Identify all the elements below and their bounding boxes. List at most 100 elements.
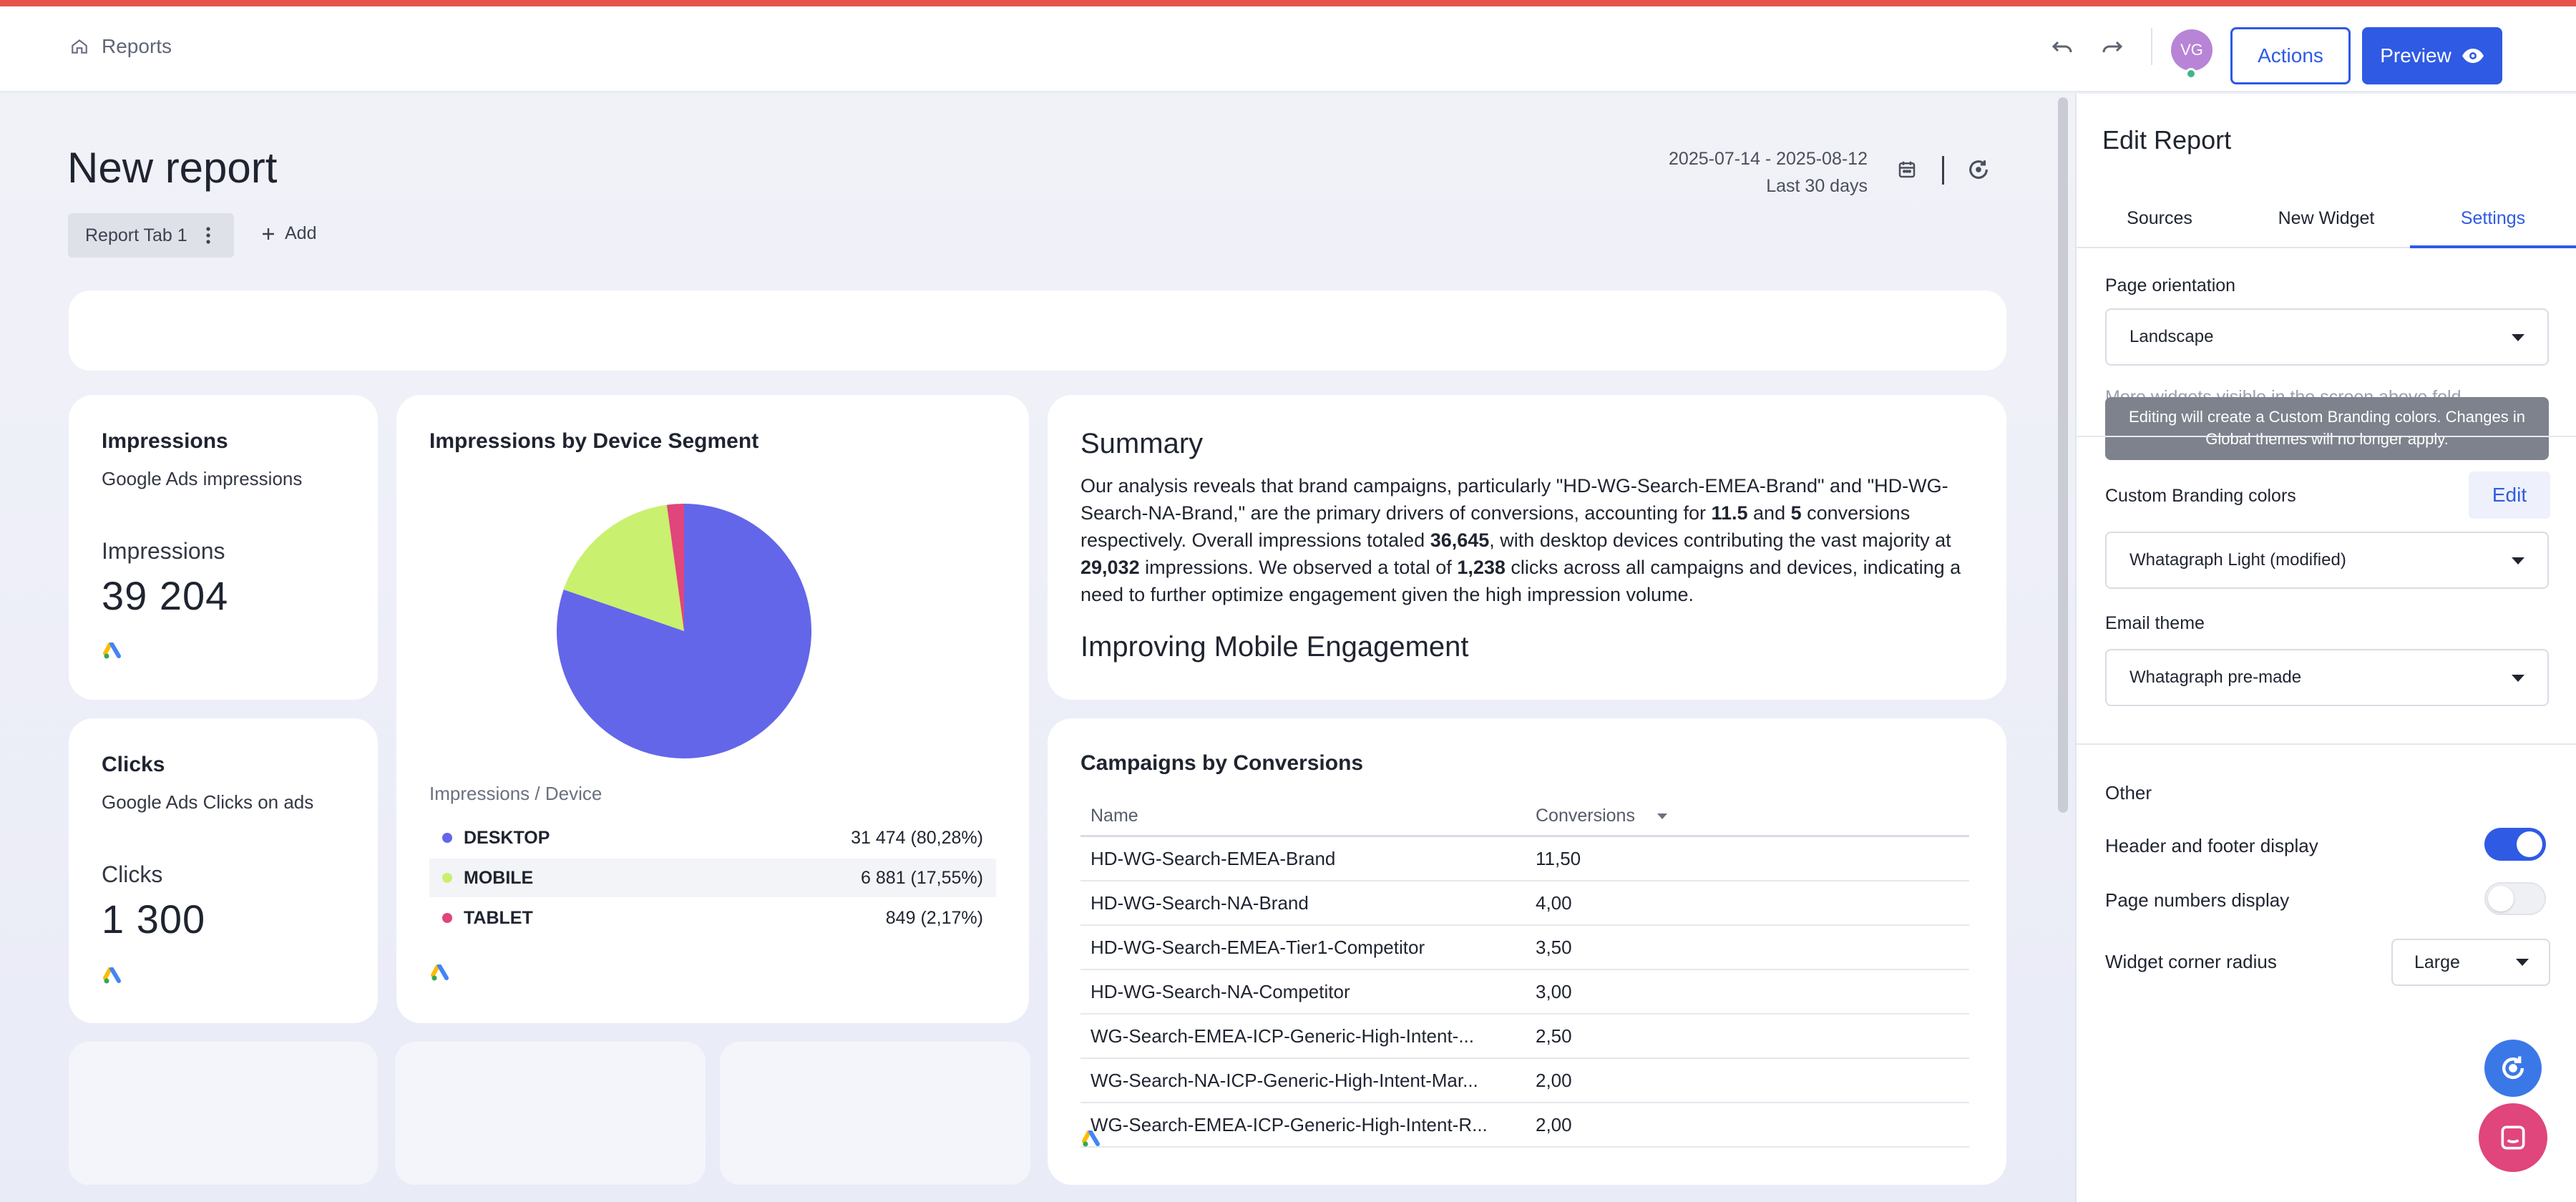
page-orientation-label: Page orientation — [2105, 275, 2236, 295]
undo-icon[interactable] — [2051, 38, 2075, 58]
edit-branding-button[interactable]: Edit — [2469, 471, 2550, 519]
canvas-scrollbar[interactable] — [2058, 97, 2068, 813]
header-footer-toggle[interactable] — [2484, 828, 2546, 861]
column-header-name[interactable]: Name — [1091, 806, 1138, 826]
branding-select[interactable]: Whatagraph Light (modified) — [2105, 532, 2549, 589]
chevron-down-icon — [2512, 334, 2524, 341]
date-range[interactable]: 2025-07-14 - 2025-08-12 Last 30 days — [1669, 145, 1868, 200]
date-range-value: 2025-07-14 - 2025-08-12 — [1669, 149, 1868, 169]
page-numbers-label: Page numbers display — [2105, 889, 2290, 911]
table-row[interactable]: HD-WG-Search-NA-Competitor 3,00 — [1080, 970, 1969, 1015]
chevron-down-icon — [2512, 675, 2524, 682]
date-range-preset: Last 30 days — [1766, 176, 1868, 196]
top-accent-strip — [0, 0, 2576, 6]
kpi-label: Impressions — [102, 538, 225, 564]
branding-label: Custom Branding colors — [2105, 486, 2296, 506]
summary-body: Our analysis reveals that brand campaign… — [1080, 475, 1961, 605]
placeholder-widget[interactable] — [720, 1042, 1030, 1185]
tab-report-tab-1[interactable]: Report Tab 1 — [68, 213, 234, 258]
preview-button-label: Preview — [2380, 44, 2451, 67]
google-ads-icon — [103, 642, 123, 663]
legend-dot — [442, 833, 452, 843]
placeholder-widget[interactable] — [395, 1042, 706, 1185]
top-bar: Reports VG Actions Preview — [0, 6, 2576, 92]
table-body[interactable]: HD-WG-Search-EMEA-Brand 11,50 HD-WG-Searc… — [1080, 837, 1969, 1156]
panel-title: Edit Report — [2102, 125, 2232, 155]
legend-value: 6 881 (17,55%) — [861, 867, 983, 888]
chat-icon — [2497, 1122, 2529, 1153]
plus-icon — [260, 226, 276, 242]
pie-slice-mobile[interactable] — [563, 504, 684, 631]
placeholder-widget[interactable] — [69, 1042, 378, 1185]
toolbar-divider — [2151, 28, 2152, 65]
chevron-down-icon — [2512, 557, 2524, 565]
kpi-label: Clicks — [102, 861, 163, 887]
kpi-value: 1 300 — [102, 896, 206, 942]
tab-label: Report Tab 1 — [85, 225, 187, 245]
assistant-button[interactable] — [2484, 1040, 2542, 1097]
summary-heading: Improving Mobile Engagement — [1080, 631, 1469, 663]
kpi-title: Impressions — [102, 429, 228, 453]
redo-icon[interactable] — [2099, 38, 2124, 58]
avatar[interactable]: VG — [2171, 29, 2212, 71]
chevron-down-icon — [2516, 959, 2529, 966]
sort-desc-icon[interactable] — [1657, 813, 1668, 820]
table-row[interactable]: HD-WG-Search-NA-Brand 4,00 — [1080, 881, 1969, 926]
date-divider — [1942, 156, 1944, 185]
legend-row-desktop: DESKTOP 31 474 (80,28%) — [429, 819, 996, 857]
edit-report-panel: Edit Report Sources New Widget Settings … — [2075, 94, 2576, 1202]
add-tab-button[interactable]: Add — [260, 223, 316, 244]
google-ads-icon — [103, 967, 123, 988]
clicks-kpi-widget[interactable]: Clicks Google Ads Clicks on ads Clicks 1… — [69, 718, 378, 1023]
calendar-icon[interactable] — [1896, 159, 1918, 180]
empty-header-widget[interactable] — [69, 290, 2006, 371]
corner-radius-label: Widget corner radius — [2105, 951, 2277, 972]
breadcrumb-reports[interactable]: Reports — [102, 35, 172, 57]
widget-title: Campaigns by Conversions — [1080, 751, 1364, 775]
page-orientation-select[interactable]: Landscape — [2105, 308, 2549, 366]
tab-sources[interactable]: Sources — [2127, 208, 2192, 228]
page-title: New report — [67, 144, 278, 192]
tab-new-widget[interactable]: New Widget — [2278, 208, 2375, 228]
impressions-kpi-widget[interactable]: Impressions Google Ads impressions Impre… — [69, 395, 378, 700]
home-icon — [70, 37, 89, 56]
email-theme-select[interactable]: Whatagraph pre-made — [2105, 649, 2549, 706]
table-header: Name Conversions — [1080, 797, 1969, 837]
tab-settings[interactable]: Settings — [2460, 208, 2526, 228]
legend-value: 31 474 (80,28%) — [851, 827, 983, 848]
widget-title: Impressions by Device Segment — [429, 429, 759, 453]
legend-name: MOBILE — [464, 867, 534, 888]
legend-dot — [442, 873, 452, 883]
kebab-menu-icon[interactable] — [206, 227, 210, 244]
page-numbers-toggle[interactable] — [2484, 882, 2546, 915]
device-segment-widget[interactable]: Impressions by Device Segment Impression… — [396, 395, 1029, 1023]
legend-dot — [442, 913, 452, 923]
summary-title: Summary — [1080, 428, 1204, 459]
table-row[interactable]: HD-WG-Search-EMEA-Brand 11,50 — [1080, 837, 1969, 881]
table-row[interactable]: WG-Search-EMEA-ICP-Generic-High-Intent-R… — [1080, 1103, 1969, 1148]
campaigns-table-widget[interactable]: Campaigns by Conversions Name Conversion… — [1048, 718, 2006, 1185]
legend-row-tablet: TABLET 849 (2,17%) — [429, 899, 996, 937]
active-tab-indicator — [2410, 245, 2576, 248]
pie-slice-tablet[interactable] — [666, 504, 684, 631]
legend-name: DESKTOP — [464, 827, 550, 848]
column-header-conversions[interactable]: Conversions — [1536, 806, 1668, 826]
refresh-icon[interactable] — [1966, 157, 1991, 182]
chat-button[interactable] — [2479, 1103, 2547, 1172]
kpi-subtitle: Google Ads Clicks on ads — [102, 791, 314, 813]
table-row[interactable]: HD-WG-Search-EMEA-Tier1-Competitor 3,50 — [1080, 926, 1969, 970]
tabs-underline — [2077, 247, 2576, 248]
actions-button[interactable]: Actions — [2230, 27, 2351, 84]
table-row[interactable]: WG-Search-EMEA-ICP-Generic-High-Intent-.… — [1080, 1015, 1969, 1059]
online-status-dot — [2185, 68, 2197, 79]
corner-radius-select[interactable]: Large — [2391, 939, 2550, 986]
campaigns-table: Name Conversions HD-WG-Search-EMEA-Brand… — [1080, 797, 1969, 1148]
preview-button[interactable]: Preview — [2362, 27, 2502, 84]
device-pie-chart — [557, 504, 811, 758]
eye-icon — [2462, 48, 2484, 64]
table-row[interactable]: WG-Search-NA-ICP-Generic-High-Intent-Mar… — [1080, 1059, 1969, 1103]
add-tab-label: Add — [285, 223, 317, 243]
breadcrumb[interactable]: Reports — [70, 35, 172, 58]
kpi-value: 39 204 — [102, 573, 229, 618]
summary-widget[interactable]: Summary Our analysis reveals that brand … — [1048, 395, 2006, 700]
